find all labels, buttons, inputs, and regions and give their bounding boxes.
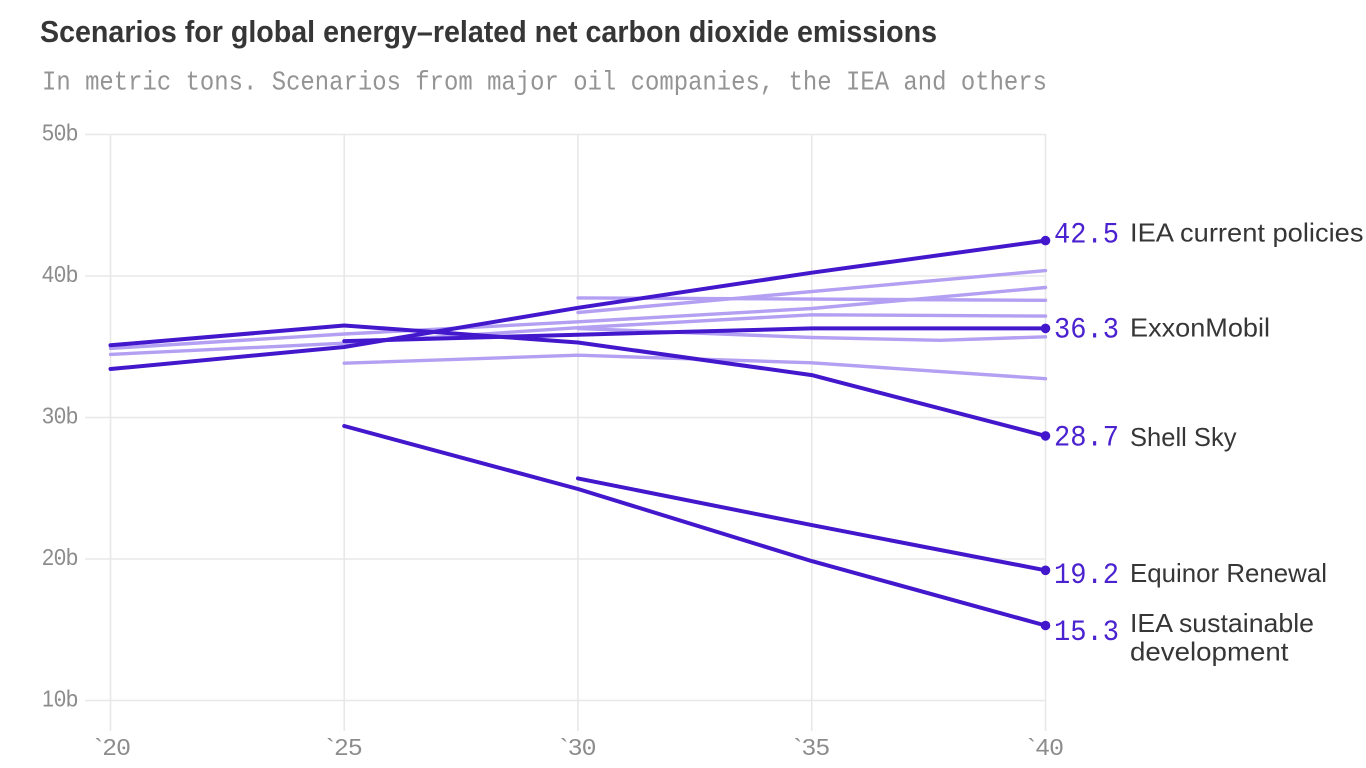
- svg-text:In metric tons. Scenarios from: In metric tons. Scenarios from major oil…: [42, 69, 1047, 99]
- svg-text:IEA current policies: IEA current policies: [1130, 218, 1364, 248]
- svg-text:Shell Sky: Shell Sky: [1130, 422, 1237, 452]
- svg-text:IEA sustainable: IEA sustainable: [1130, 608, 1314, 638]
- svg-text:`30: `30: [560, 734, 596, 760]
- svg-text:15.3: 15.3: [1054, 616, 1119, 650]
- svg-text:19.2: 19.2: [1054, 559, 1119, 593]
- svg-text:28.7: 28.7: [1054, 422, 1119, 456]
- svg-text:Scenarios for global energy–re: Scenarios for global energy–related net …: [40, 14, 937, 49]
- svg-text:42.5: 42.5: [1054, 219, 1119, 253]
- svg-text:`35: `35: [794, 734, 830, 760]
- svg-text:ExxonMobil: ExxonMobil: [1130, 313, 1270, 343]
- svg-text:`25: `25: [326, 734, 362, 760]
- svg-text:`40: `40: [1028, 734, 1064, 760]
- svg-text:36.3: 36.3: [1054, 314, 1119, 348]
- svg-text:Equinor Renewal: Equinor Renewal: [1130, 558, 1327, 588]
- svg-text:development: development: [1130, 637, 1289, 667]
- svg-text:`20: `20: [95, 734, 131, 760]
